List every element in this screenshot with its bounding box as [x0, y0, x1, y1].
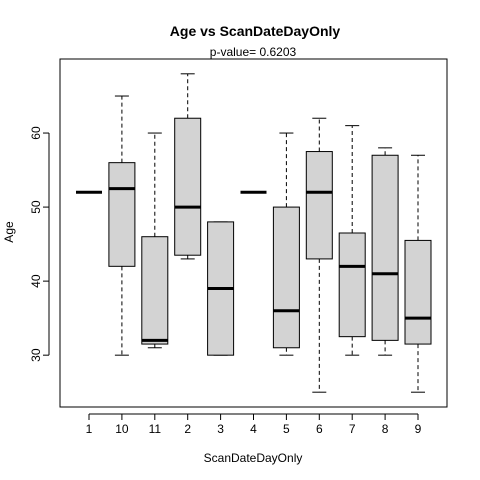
y-tick-label-30: 30 — [29, 348, 43, 362]
box-iqr — [141, 236, 169, 345]
chart-subtitle: p-value= 0.6203 — [210, 45, 297, 59]
x-tick-label-8: 8 — [382, 422, 389, 436]
box-group-9 — [404, 154, 432, 393]
y-tick-label-60: 60 — [29, 126, 43, 140]
x-tick-label-6: 6 — [316, 422, 323, 436]
x-tick-label-7: 7 — [349, 422, 356, 436]
plot-frame — [59, 58, 448, 408]
x-tick-label-5: 5 — [283, 422, 290, 436]
box-iqr — [338, 232, 366, 338]
box-group-7 — [338, 125, 366, 356]
box-iqr — [174, 117, 202, 256]
y-tick-label-50: 50 — [29, 200, 43, 214]
box-iqr — [371, 154, 399, 341]
x-axis-label: ScanDateDayOnly — [204, 451, 303, 465]
box-group-2 — [174, 73, 202, 260]
x-tick-label-11: 11 — [149, 422, 162, 436]
x-tick-label-10: 10 — [115, 422, 129, 436]
x-tick-label-1: 1 — [86, 422, 93, 436]
box-group-11 — [141, 132, 169, 349]
box-group-8 — [371, 147, 399, 356]
box-group-5 — [272, 132, 300, 356]
x-tick-label-9: 9 — [415, 422, 422, 436]
boxes-layer — [76, 73, 432, 393]
box-group-6 — [305, 117, 333, 393]
box-group-3 — [207, 221, 235, 356]
box-iqr — [108, 162, 136, 267]
chart-title: Age vs ScanDateDayOnly — [170, 23, 341, 39]
box-iqr — [305, 151, 333, 260]
box-group-10 — [108, 95, 136, 356]
x-axis: 1 10 11 2 3 4 5 6 7 8 9 — [86, 413, 422, 436]
x-tick-label-4: 4 — [250, 422, 257, 436]
y-axis: 30 40 50 60 — [29, 126, 50, 362]
x-tick-label-2: 2 — [184, 422, 191, 436]
y-axis-label: Age — [2, 221, 16, 243]
x-tick-label-3: 3 — [217, 422, 224, 436]
box-iqr — [404, 239, 432, 345]
y-tick-label-40: 40 — [29, 274, 43, 288]
box-iqr — [272, 206, 300, 349]
